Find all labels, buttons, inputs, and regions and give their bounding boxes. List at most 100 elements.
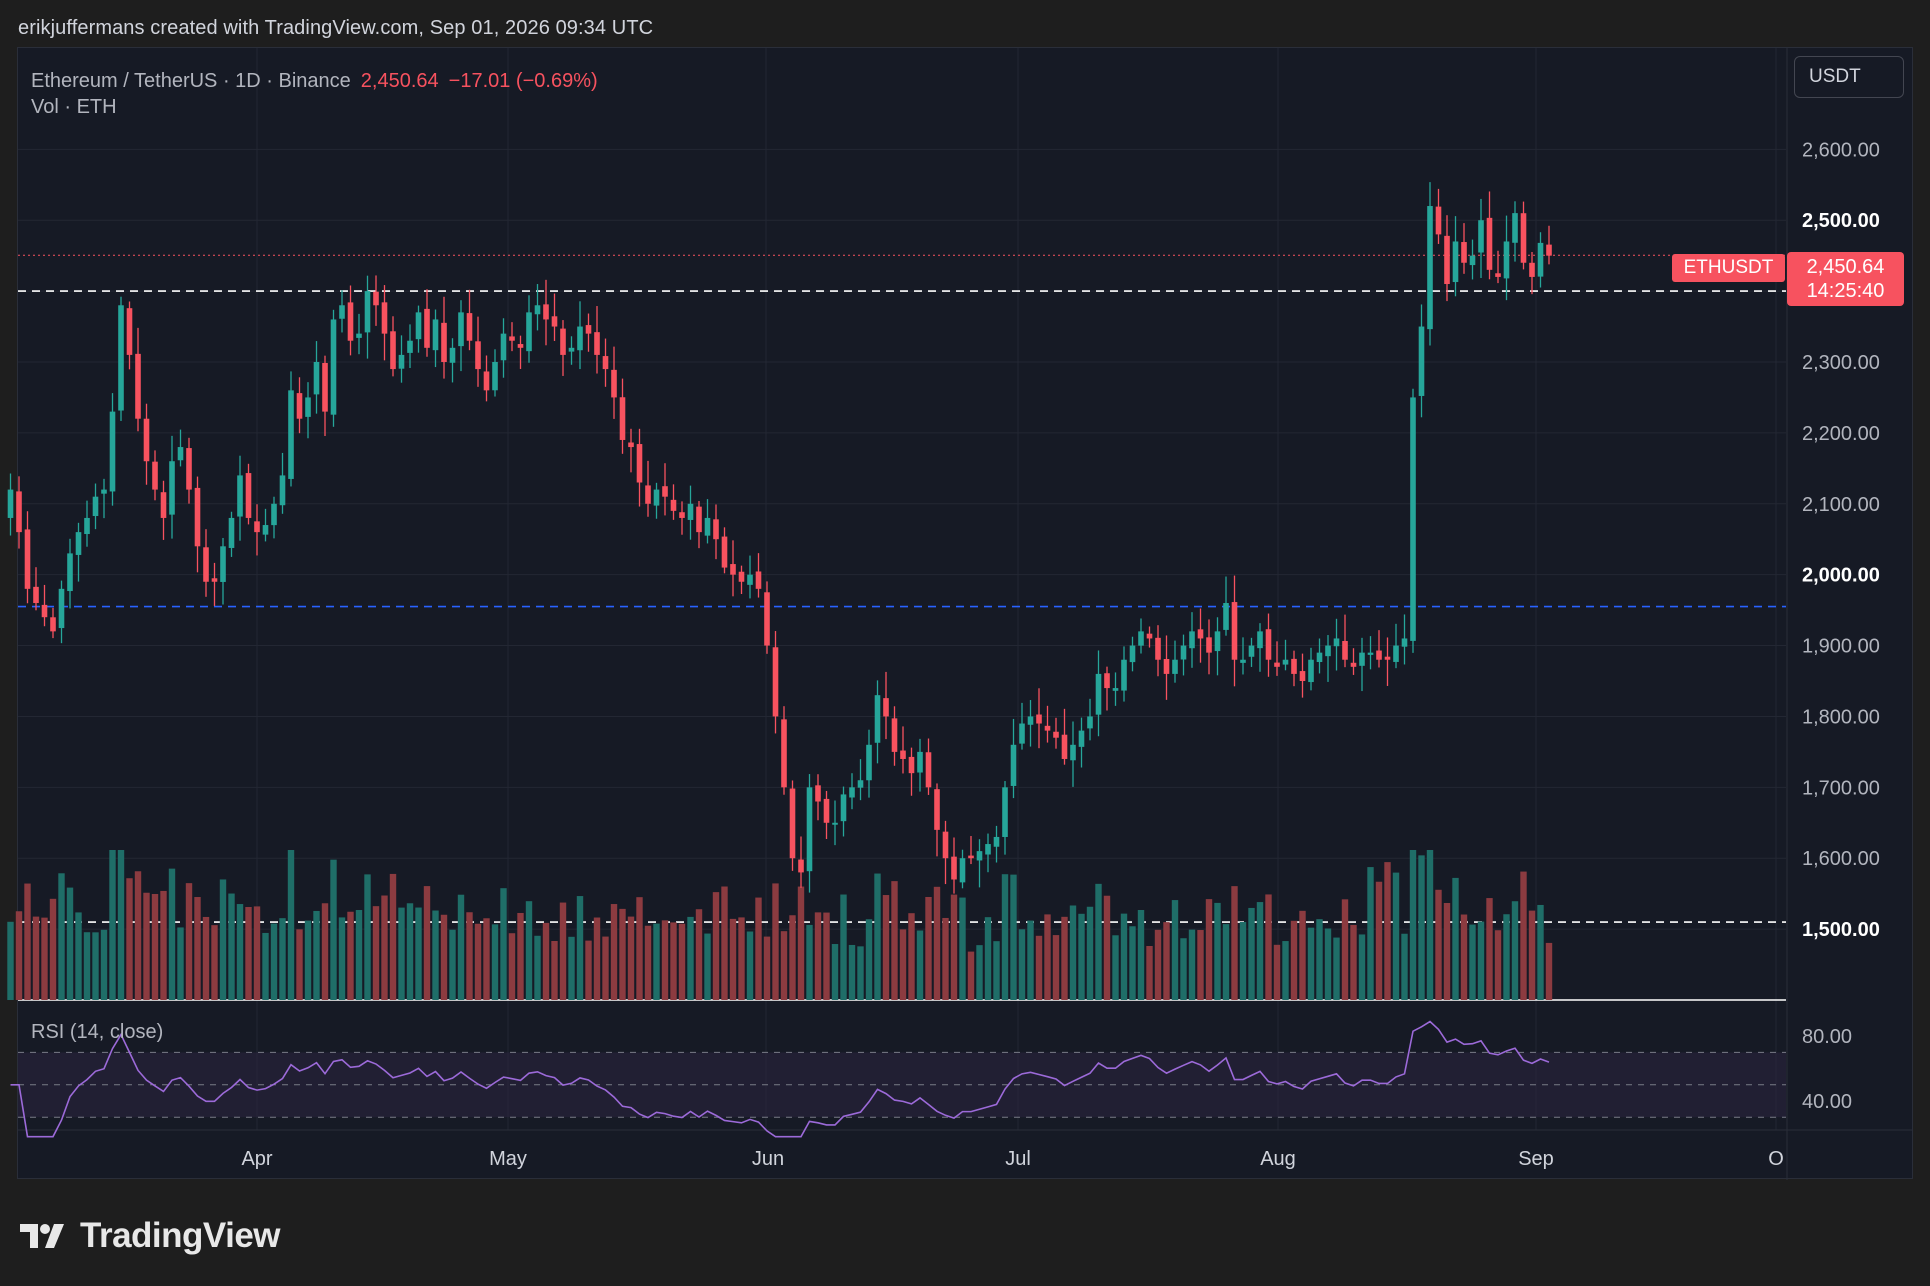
volume-bar [831, 944, 839, 1000]
x-tick-label: Apr [241, 1148, 272, 1170]
candle-body [594, 332, 600, 355]
candle-body [305, 397, 311, 417]
volume-bar [134, 871, 142, 1000]
volume-bar [695, 909, 703, 1000]
candle-body [1291, 658, 1297, 674]
volume-bar [687, 916, 694, 1000]
candle-body [611, 369, 617, 398]
candle-body [1053, 731, 1059, 738]
candle-body [1214, 631, 1221, 652]
candle-body [755, 571, 762, 589]
candle-body [24, 529, 31, 589]
volume-bar [1426, 850, 1434, 1000]
volume-bar [372, 906, 380, 1000]
volume-bar [772, 883, 779, 1000]
volume-bar [432, 910, 439, 1000]
candle-body [628, 442, 634, 448]
x-tick-label: Jul [1005, 1148, 1031, 1170]
candle-body [1087, 716, 1093, 729]
volume-bar [644, 925, 652, 1000]
volume-bar [449, 929, 456, 1000]
symbol-price-tag: ETHUSDT [1672, 254, 1785, 282]
grid-lines [18, 47, 1913, 1180]
tradingview-logo-icon [20, 1224, 64, 1248]
volume-bar [483, 918, 490, 1000]
candle-body [1061, 734, 1068, 759]
candle-body [330, 319, 337, 415]
candle-body [772, 647, 779, 717]
volume-bar [321, 903, 329, 1000]
volume-bar [1460, 914, 1468, 1000]
candle-body [704, 517, 711, 536]
volume-bar [602, 936, 609, 1000]
candle-body [1265, 629, 1272, 660]
candle-body [1070, 744, 1076, 761]
volume-bar [7, 921, 14, 1000]
volume-bar [1341, 899, 1349, 1000]
volume-bar [236, 904, 244, 1000]
volume-bar [32, 916, 40, 1000]
volume-bar [704, 933, 711, 1000]
volume-bar [406, 903, 414, 1000]
candle-body [1444, 235, 1450, 285]
tradingview-logo[interactable]: TradingView [20, 1216, 281, 1256]
volume-bar [797, 886, 805, 1000]
candle-body [1257, 631, 1263, 649]
y-tick-label: 1,500.00 [1802, 919, 1880, 941]
symbol-legend[interactable]: Ethereum / TetherUS · 1D · Binance 2,450.… [31, 66, 598, 96]
volume-bar [143, 892, 150, 1000]
candle-body [1316, 652, 1323, 663]
y-tick-label: 2,300.00 [1802, 352, 1880, 374]
volume-bar [1061, 916, 1068, 1000]
volume-bar [92, 932, 99, 1000]
volume-bar [1197, 930, 1204, 1000]
candle-body [1282, 659, 1289, 665]
candle-body [721, 536, 728, 568]
volume-bar [1511, 901, 1519, 1000]
volume-bar [551, 941, 558, 1000]
volume-bar [865, 919, 873, 1000]
volume-bar [763, 936, 771, 1000]
candle-body [1495, 273, 1501, 277]
volume-bar [1486, 898, 1493, 1000]
candle-body [424, 308, 430, 348]
volume-bar [814, 912, 822, 1000]
volume-legend[interactable]: Vol · ETH [31, 96, 117, 118]
volume-bar [185, 883, 193, 1000]
volume-bar [338, 917, 346, 1000]
candle-body [874, 695, 881, 743]
volume-bar [1367, 867, 1374, 1000]
candle-body [900, 750, 906, 759]
volume-bar [364, 874, 371, 1000]
candle-body [16, 491, 22, 533]
last-price: 2,450.64 [360, 70, 439, 92]
rsi-legend[interactable]: RSI (14, close) [31, 1021, 164, 1043]
volume-bar [1418, 855, 1425, 1000]
candle-body [534, 305, 541, 315]
candle-body [1078, 730, 1085, 747]
candle-body [789, 788, 796, 859]
candles [7, 182, 1552, 894]
candle-body [262, 525, 269, 535]
candle-body [220, 546, 226, 582]
volume-bar [1095, 883, 1102, 1000]
candle-body [1231, 602, 1238, 660]
volume-bar [942, 917, 949, 1000]
candle-body [203, 547, 209, 582]
volume-bar [423, 886, 431, 1000]
volume-bar [712, 892, 720, 1000]
candle-body [288, 390, 294, 479]
volume-bar [1171, 900, 1179, 1000]
currency-button[interactable]: USDT [1794, 56, 1904, 98]
volume-bar [1035, 935, 1043, 1000]
candle-body [1461, 242, 1467, 263]
candle-body [160, 492, 167, 518]
volume-bar [415, 907, 422, 1000]
volume-bar [49, 898, 57, 1000]
candle-body [432, 319, 439, 351]
volume-bar [984, 917, 992, 1000]
candle-body [993, 836, 1000, 847]
volume-bar [1282, 941, 1289, 1000]
time-axis: Apr May Jun Jul Aug Sep O [241, 1148, 1783, 1170]
